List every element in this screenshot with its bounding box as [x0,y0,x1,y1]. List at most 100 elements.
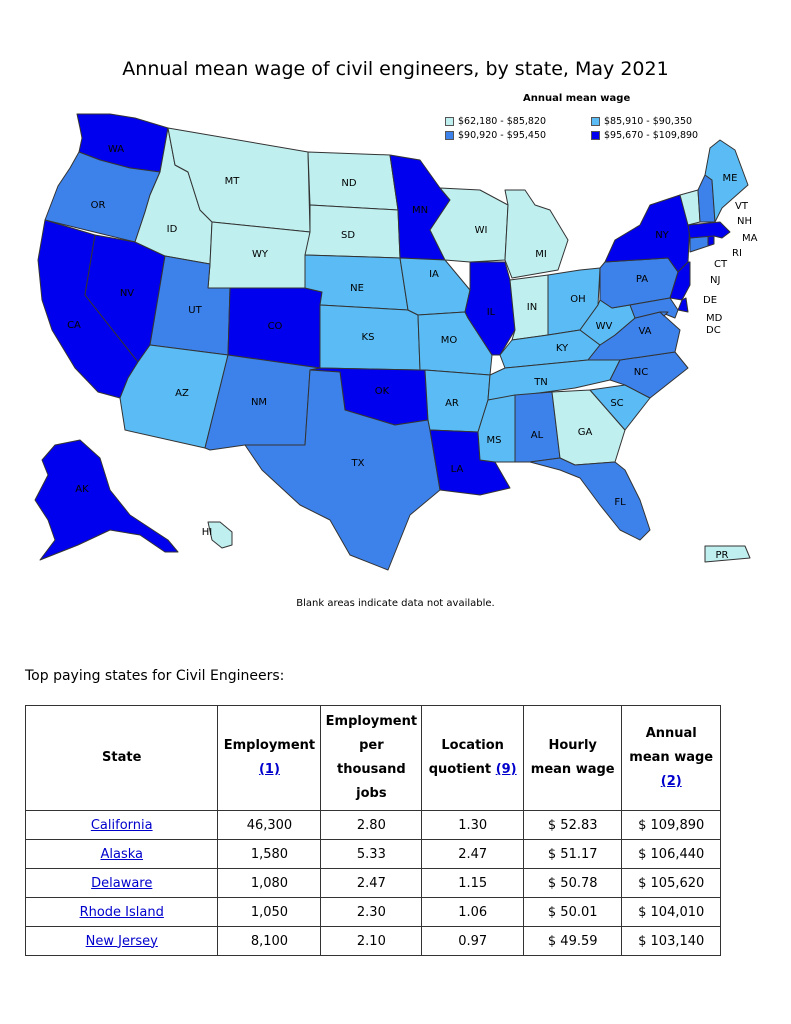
legend-label: $85,910 - $90,350 [604,116,693,127]
state-link[interactable]: Delaware [91,875,153,891]
svg-text:OR: OR [91,200,106,211]
svg-text:MN: MN [412,205,428,216]
cell-per-thousand: 5.33 [320,839,423,869]
svg-text:RI: RI [732,248,742,259]
state-HI[interactable] [207,521,233,549]
table-row: New Jersey 8,100 2.10 0.97 $ 49.59 $ 103… [24,926,721,956]
svg-text:OH: OH [570,294,585,305]
top-paying-states-table: State Employment (1) Employment per thous… [24,705,721,956]
cell-annual-wage: $ 105,620 [621,868,721,898]
state-labels: WA OR CA NV ID MT WY UT AZ CO NM ND SD N… [67,144,758,561]
header-location-quotient: Location quotient (9) [421,705,524,811]
cell-per-thousand: 2.10 [320,926,423,956]
table-row: Rhode Island 1,050 2.30 1.06 $ 50.01 $ 1… [24,897,721,927]
svg-text:MA: MA [742,233,758,244]
svg-text:NY: NY [655,230,669,241]
cell-hourly-wage: $ 50.78 [522,868,623,898]
us-choropleth-map: WA OR CA NV ID MT WY UT AZ CO NM ND SD N… [34,113,758,571]
svg-text:PA: PA [636,274,648,285]
legend-item: $95,670 - $109,890 [591,130,698,141]
cell-per-thousand: 2.30 [320,897,423,927]
cell-location-quotient: 2.47 [421,839,524,869]
footnote-link[interactable]: (1) [258,762,280,777]
state-RI[interactable] [707,235,715,247]
svg-text:IL: IL [487,307,496,318]
svg-text:AR: AR [445,398,459,409]
legend-title: Annual mean wage [523,93,631,104]
state-link[interactable]: Alaska [100,846,143,862]
svg-text:CO: CO [268,321,283,332]
state-DE[interactable] [677,297,689,313]
header-hourly-wage: Hourly mean wage [522,705,623,811]
legend-item: $85,910 - $90,350 [591,116,692,127]
legend-swatch [591,117,600,126]
cell-annual-wage: $ 106,440 [621,839,721,869]
svg-text:NJ: NJ [710,275,720,286]
table-row: California 46,300 2.80 1.30 $ 52.83 $ 10… [24,810,721,840]
header-employment: Employment (1) [217,705,322,811]
svg-text:FL: FL [614,497,626,508]
svg-text:MI: MI [535,249,547,260]
table-row: Alaska 1,580 5.33 2.47 $ 51.17 $ 106,440 [24,839,721,869]
cell-annual-wage: $ 103,140 [621,926,721,956]
svg-text:PR: PR [716,550,729,561]
cell-hourly-wage: $ 49.59 [522,926,623,956]
state-TX[interactable] [244,369,441,571]
cell-location-quotient: 0.97 [421,926,524,956]
map-title: Annual mean wage of civil engineers, by … [122,58,669,80]
svg-text:SD: SD [341,230,355,241]
map-note: Blank areas indicate data not available. [296,598,495,609]
svg-text:GA: GA [578,427,593,438]
svg-text:MS: MS [487,435,502,446]
state-CT[interactable] [689,235,709,253]
cell-hourly-wage: $ 51.17 [522,839,623,869]
svg-text:AK: AK [75,484,89,495]
svg-text:TN: TN [533,377,548,388]
cell-hourly-wage: $ 52.83 [522,810,623,840]
cell-employment: 8,100 [217,926,322,956]
state-FL[interactable] [529,457,651,541]
cell-employment: 1,580 [217,839,322,869]
svg-text:NV: NV [120,288,134,299]
state-link[interactable]: Rhode Island [79,904,164,920]
svg-text:IN: IN [527,302,537,313]
state-IA[interactable] [399,257,471,316]
state-MI[interactable] [504,189,569,279]
cell-location-quotient: 1.30 [421,810,524,840]
svg-text:NC: NC [634,367,648,378]
svg-text:SC: SC [610,398,623,409]
footnote-link[interactable]: (2) [660,774,682,789]
svg-text:NM: NM [251,397,267,408]
state-link[interactable]: New Jersey [85,933,158,949]
state-MA[interactable] [687,221,731,239]
svg-text:KS: KS [362,332,375,343]
svg-text:ID: ID [167,224,178,235]
svg-text:AL: AL [531,430,544,441]
svg-text:TX: TX [351,458,365,469]
svg-text:ME: ME [723,173,738,184]
state-link[interactable]: California [90,817,153,833]
legend-swatch [445,131,454,140]
header-per-thousand: Employment per thousand jobs [320,705,423,811]
legend-item: $62,180 - $85,820 [445,116,546,127]
svg-text:VT: VT [735,201,749,212]
svg-text:HI: HI [202,527,212,538]
state-DC[interactable] [659,311,669,317]
state-AK[interactable] [34,439,179,561]
cell-location-quotient: 1.15 [421,868,524,898]
cell-location-quotient: 1.06 [421,897,524,927]
svg-text:MO: MO [441,335,458,346]
state-PR[interactable] [704,545,751,563]
legend-label: $62,180 - $85,820 [458,116,547,127]
legend-swatch [445,117,454,126]
svg-text:CT: CT [714,259,728,270]
svg-text:MD: MD [706,313,723,324]
table-header-row: State Employment (1) Employment per thous… [24,705,721,811]
legend-item: $90,920 - $95,450 [445,130,546,141]
cell-employment: 1,080 [217,868,322,898]
legend-swatch [591,131,600,140]
svg-text:NE: NE [350,283,364,294]
footnote-link[interactable]: (9) [495,762,517,777]
cell-employment: 1,050 [217,897,322,927]
state-ME[interactable] [704,139,749,223]
